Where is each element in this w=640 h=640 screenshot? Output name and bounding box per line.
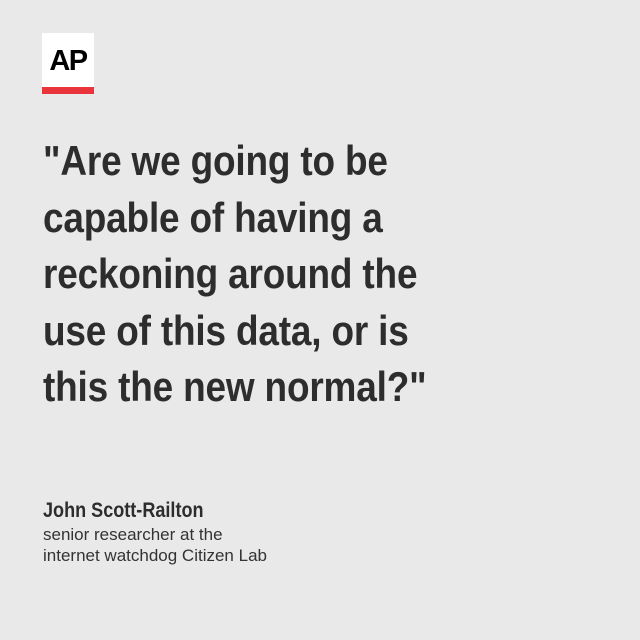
quote-line: "Are we going to be	[43, 137, 388, 184]
speaker-title-line: senior researcher at the	[43, 525, 223, 544]
quote-line: this the new normal?"	[43, 363, 427, 410]
ap-logo-box: AP	[42, 33, 94, 87]
quote-line: use of this data, or is	[43, 306, 409, 354]
quote-line: reckoning around the	[43, 250, 418, 297]
ap-logo-text: AP	[49, 44, 88, 77]
ap-logo: AP	[42, 33, 94, 94]
speaker-name: John Scott-Railton	[43, 499, 204, 522]
quote-attribution: John Scott-Railton senior researcher at …	[43, 498, 543, 566]
ap-logo-underline	[42, 87, 94, 94]
quote-line: capable of having a	[43, 193, 383, 241]
pull-quote: "Are we going to be capable of having a …	[43, 133, 536, 416]
speaker-title-line: internet watchdog Citizen Lab	[43, 546, 267, 565]
